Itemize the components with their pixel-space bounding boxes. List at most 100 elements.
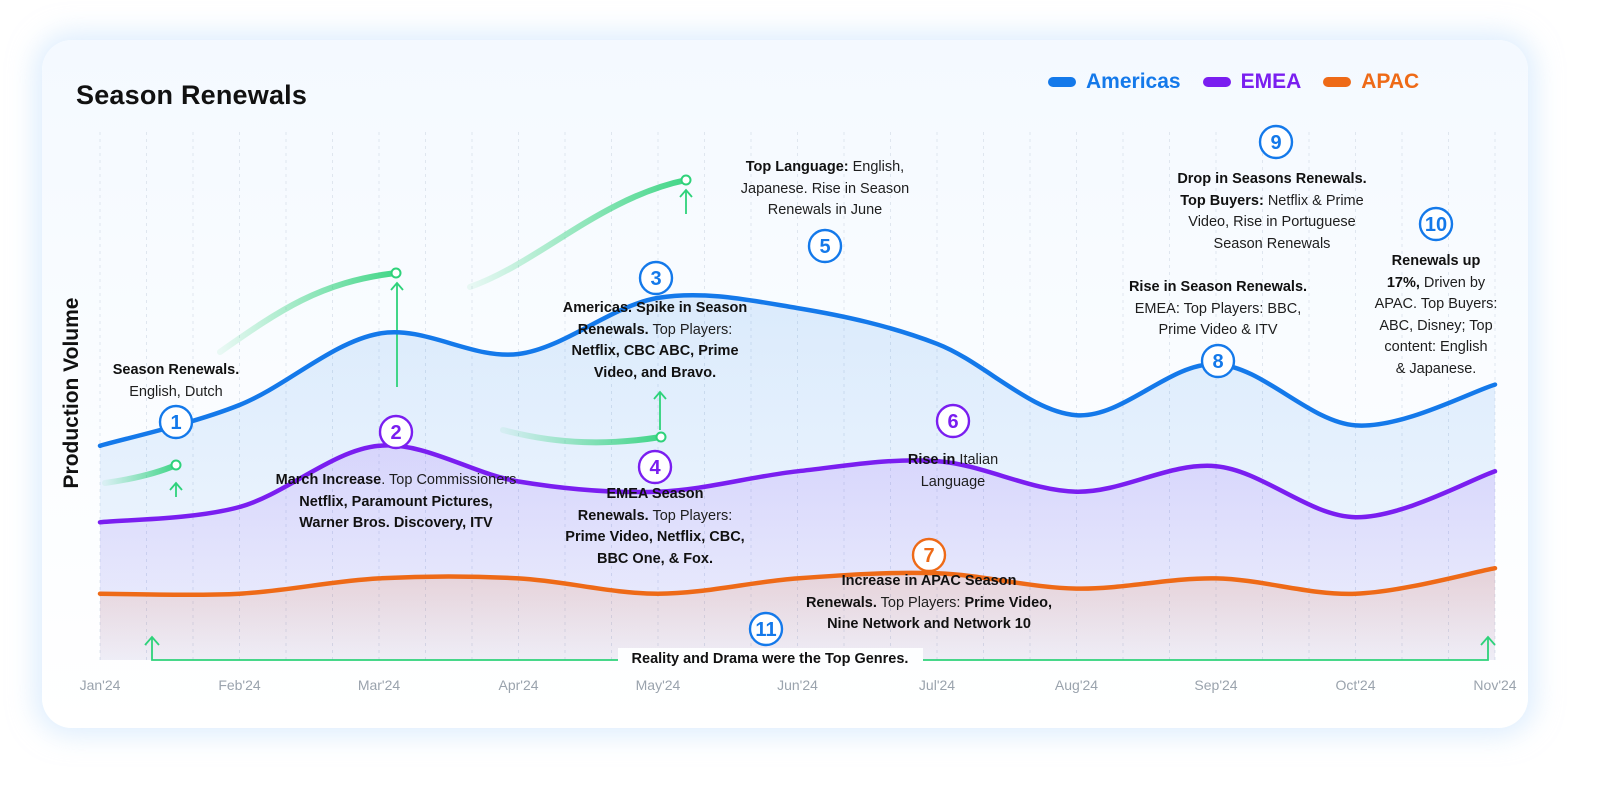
annotation-text-11: Reality and Drama were the Top Genres. xyxy=(632,649,909,671)
annotation-plain-text: Italian xyxy=(955,452,999,468)
legend-swatch-americas xyxy=(1048,77,1076,87)
annotation-bold-text: Renewals. xyxy=(577,321,649,338)
annotation-marker-circle[interactable] xyxy=(378,414,414,450)
annotation-bold-text: Rise in xyxy=(907,452,956,468)
annotation-line: APAC. Top Buyers: xyxy=(1375,296,1498,312)
annotation-line: Prime Video, Netflix, CBC, xyxy=(565,529,744,545)
annotation-marker-number: 5 xyxy=(819,236,830,258)
chart-title: Season Renewals xyxy=(76,80,308,110)
legend-swatch-apac xyxy=(1323,77,1352,87)
annotation-text-9: Drop in Seasons Renewals. Top Buyers: Net… xyxy=(1177,169,1366,255)
annotation-bold-text: Reality and Drama were the Top Genres. xyxy=(631,651,909,667)
annotation-line: Warner Bros. Discovery, ITV xyxy=(299,515,492,531)
annotation-bold-text: Increase in APAC Season xyxy=(841,573,1017,589)
x-tick-label: Aug'24 xyxy=(1055,677,1098,693)
annotation-marker-circle[interactable] xyxy=(158,404,194,440)
annotation-bold-text: BBC One, & Fox. xyxy=(596,550,714,567)
annotation-text-3: Americas. Spike in Season Renewals. Top P… xyxy=(563,298,748,384)
annotation-line: March Increase. Top Commissioners xyxy=(276,472,517,488)
annotation-marker-circle[interactable] xyxy=(1418,206,1454,242)
green-trend-line xyxy=(500,427,664,446)
annotation-line: Prime Video & ITV xyxy=(1158,322,1277,338)
annotation-bold-text: Renewals. xyxy=(805,594,877,611)
green-arrowhead xyxy=(653,390,667,400)
annotation-bold-text: Netflix, Paramount Pictures, xyxy=(299,493,493,510)
annotation-line: Drop in Seasons Renewals. xyxy=(1177,171,1366,187)
annotation-plain-text: Top Players: xyxy=(648,321,733,338)
annotation-marker-number: 9 xyxy=(1270,132,1281,154)
green-trend-dot xyxy=(680,174,692,186)
green-trend-dot xyxy=(655,431,667,443)
annotation-marker-circle[interactable] xyxy=(807,228,843,264)
annotation-bold-text: Top Language: xyxy=(745,159,849,175)
annotation-plain-text: Netflix & Prime xyxy=(1263,192,1364,209)
annotation-bold-text: Prime Video, Netflix, CBC, xyxy=(565,529,745,545)
annotation-line: Japanese. Rise in Season xyxy=(741,181,909,197)
annotation-bold-text: Netflix, CBC ABC, Prime xyxy=(571,343,739,359)
annotation-line: Top Language: English, xyxy=(746,159,904,175)
annotation-text-2: March Increase. Top Commissioners Netflix… xyxy=(276,470,517,535)
green-trend-line xyxy=(467,177,689,290)
annotation-marker-circle[interactable] xyxy=(637,449,673,485)
annotation-plain-text: Video, Rise in Portuguese xyxy=(1188,214,1356,230)
annotation-line: Top Buyers: Netflix & Prime xyxy=(1180,193,1363,209)
x-tick-label: Jan'24 xyxy=(80,677,121,693)
annotation-line: Renewals. Top Players: Prime Video, xyxy=(806,595,1052,611)
green-trend-dot xyxy=(390,267,402,279)
annotation-marker-circle[interactable] xyxy=(638,260,674,296)
line-apac xyxy=(97,565,1498,598)
annotation-marker-number: 4 xyxy=(649,457,661,479)
annotation-bold-text: Top Buyers: xyxy=(1180,192,1264,209)
annotation-text-6: Rise in Italian Language xyxy=(908,450,998,493)
annotation-bold-text: March Increase xyxy=(275,472,382,488)
annotation-line: BBC One, & Fox. xyxy=(597,551,713,567)
annotation-marker-number: 2 xyxy=(390,422,401,444)
annotation-plain-text: content: English xyxy=(1384,339,1488,355)
annotation-line: 17%, Driven by xyxy=(1387,275,1485,291)
legend-item-emea[interactable]: EMEA xyxy=(1202,70,1301,94)
annotation-plain-text: EMEA: Top Players: BBC, xyxy=(1134,300,1302,317)
annotation-line: Netflix, Paramount Pictures, xyxy=(299,494,492,510)
annotation-bold-text: Renewals. xyxy=(577,507,649,524)
annotation-marker-circle[interactable] xyxy=(935,403,971,439)
annotation-plain-text: Top Players: xyxy=(876,594,965,611)
annotation-line: Americas. Spike in Season xyxy=(563,300,748,316)
annotation-line: Video, and Bravo. xyxy=(594,365,716,381)
annotation-marker-circle[interactable] xyxy=(1258,124,1294,160)
annotation-line: Rise in Italian xyxy=(908,452,998,468)
annotation-line: content: English xyxy=(1384,339,1487,355)
line-americas xyxy=(97,292,1498,449)
annotation-bold-text: Prime Video, xyxy=(964,594,1053,611)
annotation-text-5: Top Language: English, Japanese. Rise in … xyxy=(741,157,909,222)
green-trend-line xyxy=(217,270,399,355)
annotation-text-4: EMEA Season Renewals. Top Players: Prime V… xyxy=(565,484,744,570)
legend-item-apac[interactable]: APAC xyxy=(1323,70,1419,94)
annotation-bold-text: Americas. Spike in Season xyxy=(562,300,748,316)
legend-item-americas[interactable]: Americas xyxy=(1048,70,1181,94)
x-tick-label: Jul'24 xyxy=(919,677,955,693)
annotation-marker-circle[interactable] xyxy=(911,537,947,573)
annotation-line: Season Renewals. xyxy=(113,362,240,378)
annotation-plain-text: APAC. Top Buyers: xyxy=(1374,296,1498,312)
annotation-line: Renewals in June xyxy=(768,202,882,218)
annotation-bold-text: 17%, xyxy=(1386,274,1420,291)
annotation-marker-circle[interactable] xyxy=(1200,343,1236,379)
annotation-plain-text: . Top Commissioners xyxy=(381,472,517,488)
green-arrowhead xyxy=(679,188,693,198)
annotation-line: EMEA: Top Players: BBC, xyxy=(1135,301,1302,317)
genre-label-bg xyxy=(618,648,923,670)
annotation-marker-circle[interactable] xyxy=(748,611,784,647)
annotation-marker-number: 3 xyxy=(650,268,661,290)
x-tick-label: Oct'24 xyxy=(1335,677,1375,693)
annotation-line: EMEA Season xyxy=(607,486,704,502)
annotation-plain-text: Driven by xyxy=(1419,274,1486,291)
area-apac xyxy=(100,568,1495,660)
annotation-plain-text: Prime Video & ITV xyxy=(1158,322,1278,338)
annotation-marker-number: 6 xyxy=(947,411,958,433)
annotation-marker-number: 8 xyxy=(1212,351,1223,373)
x-tick-label: Apr'24 xyxy=(498,677,538,693)
annotation-text-7: Increase in APAC Season Renewals. Top Pla… xyxy=(806,571,1052,636)
annotation-line: Reality and Drama were the Top Genres. xyxy=(632,651,909,667)
annotation-line: Renewals. Top Players: xyxy=(578,508,732,524)
